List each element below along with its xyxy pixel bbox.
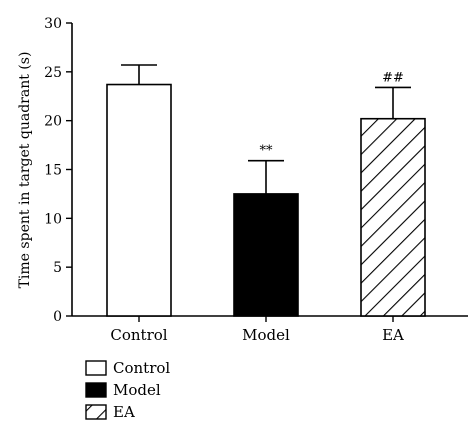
legend-swatch: [85, 360, 107, 376]
x-tick-label: EA: [382, 326, 404, 344]
y-tick-label: 20: [44, 114, 62, 130]
legend-swatch: [85, 382, 107, 398]
axes: 0 5 10 15 20 25 30 Control Model EA: [44, 16, 468, 344]
bars: [106, 83, 426, 317]
y-tick-label: 0: [53, 309, 62, 325]
bar-model: [233, 193, 299, 317]
y-tick-label: 10: [44, 211, 62, 227]
error-bars: [121, 64, 411, 194]
y-tick-label: 25: [44, 65, 62, 81]
significance-mark: **: [260, 144, 274, 159]
legend-label: Model: [113, 381, 161, 399]
legend-label: Control: [113, 359, 170, 377]
y-tick-label: 15: [44, 163, 62, 179]
y-tick-label: 30: [44, 16, 62, 32]
significance-mark: ##: [382, 70, 404, 85]
bar-control: [106, 83, 172, 317]
significance-annotations: ** ##: [260, 70, 404, 158]
y-tick-label: 5: [53, 260, 62, 276]
x-tick-label: Control: [110, 326, 167, 344]
legend-label: EA: [113, 403, 135, 421]
y-axis-label: Time spent in target quadrant (s): [17, 52, 33, 289]
x-tick-label: Model: [242, 326, 290, 344]
bar-ea: [360, 117, 426, 317]
legend: Control Model EA: [85, 359, 170, 421]
legend-swatch: [85, 404, 107, 420]
